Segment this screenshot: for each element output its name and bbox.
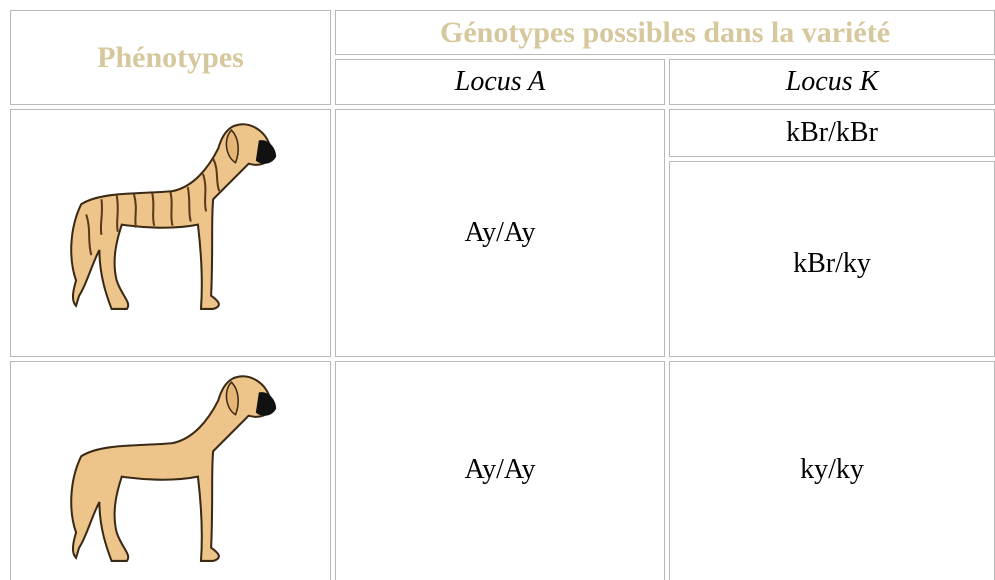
header-phenotypes: Phénotypes xyxy=(10,10,331,105)
brindle-dog-image xyxy=(70,123,278,310)
locus-k-cell: kBr/kBr xyxy=(669,109,995,157)
locus-k-cell: kBr/ky xyxy=(669,161,995,357)
locus-a-cell: Ay/Ay xyxy=(335,109,665,357)
locus-k-cell: ky/ky xyxy=(669,361,995,580)
header-locus-k: Locus K xyxy=(669,59,995,105)
header-group: Génotypes possibles dans la variété xyxy=(335,10,995,55)
phenotype-cell xyxy=(10,109,331,357)
phenotype-cell xyxy=(10,361,331,580)
locus-a-cell: Ay/Ay xyxy=(335,361,665,580)
header-locus-a: Locus A xyxy=(335,59,665,105)
fawn-dog-image xyxy=(70,375,278,562)
